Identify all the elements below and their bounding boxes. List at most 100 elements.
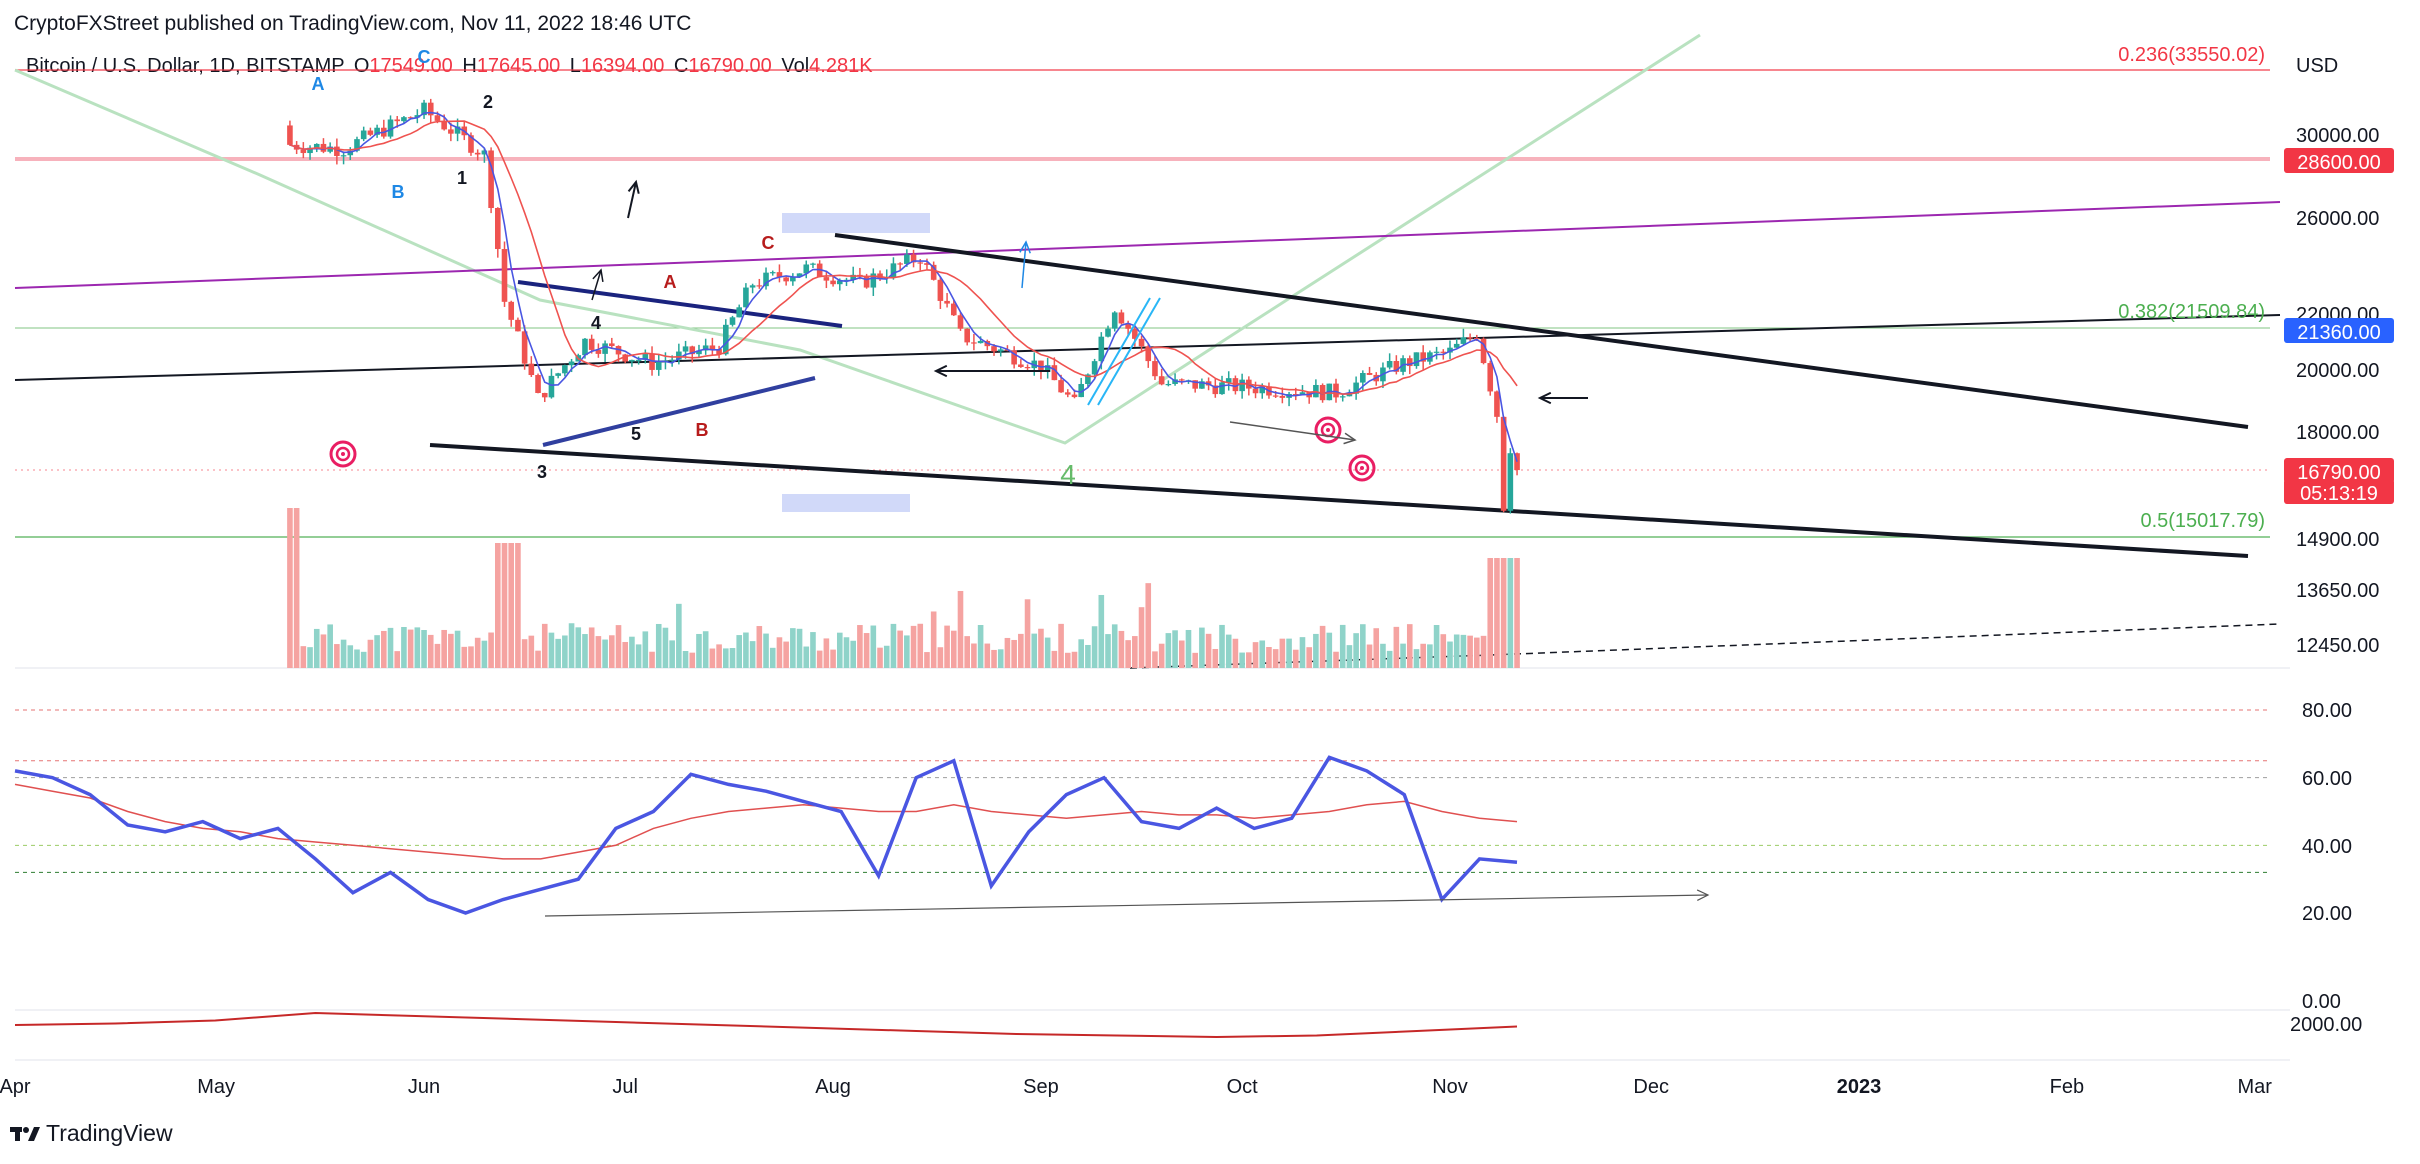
volume-bar xyxy=(1514,558,1520,668)
volume-bar xyxy=(1279,638,1286,668)
volume-bar xyxy=(1219,624,1225,668)
time-axis-tick: Apr xyxy=(0,1076,31,1098)
volume-bar xyxy=(1406,624,1413,668)
symbol-legend: Bitcoin / U.S. Dollar, 1D, BITSTAMP O175… xyxy=(26,55,873,78)
volume-bar xyxy=(736,635,743,668)
volume-bar xyxy=(1360,624,1366,668)
volume-bar xyxy=(910,625,917,668)
candle-body xyxy=(1219,382,1225,395)
wave-label: 4 xyxy=(591,313,601,333)
close-label: C xyxy=(673,55,689,77)
candle-body xyxy=(803,264,810,274)
candle-body xyxy=(582,338,588,356)
candle-body xyxy=(1360,373,1366,383)
candle-body xyxy=(327,146,333,152)
volume-bar xyxy=(1474,637,1480,668)
volume-bar xyxy=(1172,630,1178,668)
volume-bar xyxy=(1018,633,1024,668)
candle-body xyxy=(1071,394,1078,398)
volume-bar xyxy=(1440,634,1447,668)
candle-body xyxy=(481,150,488,155)
candle-body xyxy=(394,119,401,122)
candle-body xyxy=(568,361,575,366)
volume-bar xyxy=(1192,652,1198,668)
time-axis-tick: Aug xyxy=(815,1076,851,1098)
arrow-right-icon xyxy=(1343,432,1357,445)
volume-bar xyxy=(421,630,427,668)
volume-bar xyxy=(1232,638,1239,668)
volume-bar xyxy=(1259,640,1266,668)
indicator-axis-tick: 0.00 xyxy=(2302,991,2341,1013)
volume-bar xyxy=(803,646,810,668)
volume-bar xyxy=(1038,628,1044,668)
price-label-text: 16790.00 xyxy=(2297,462,2380,484)
volume-bar xyxy=(729,648,736,668)
candle-body xyxy=(1366,373,1373,375)
price-axis-tick: 20000.00 xyxy=(2296,360,2379,382)
channel-lower-line xyxy=(429,443,2249,558)
candle-body xyxy=(313,143,320,148)
candle-body xyxy=(515,319,521,332)
candle-body xyxy=(850,274,857,280)
volume-bar xyxy=(635,644,642,668)
volume-bar xyxy=(1433,625,1440,668)
volume-bar xyxy=(984,643,991,668)
volume-bar xyxy=(776,637,783,668)
volume-bar xyxy=(347,645,354,668)
volume-bar xyxy=(924,652,930,668)
candle-body xyxy=(521,331,528,364)
volume-bar xyxy=(528,635,535,668)
candle-body xyxy=(562,365,568,374)
candle-body xyxy=(555,373,561,376)
time-axis-tick: Jul xyxy=(612,1076,638,1098)
candle-body xyxy=(427,102,434,116)
volume-bar xyxy=(1380,643,1386,668)
candle-body xyxy=(1105,328,1111,337)
price-label-badge xyxy=(2284,479,2394,504)
candle-body xyxy=(823,277,830,281)
candle-body xyxy=(642,354,649,360)
candle-body xyxy=(595,349,602,354)
volume-bar xyxy=(327,624,333,668)
wave-label: A xyxy=(312,74,325,94)
candle-body xyxy=(1494,391,1500,417)
candle-body xyxy=(830,280,836,285)
price-label-text: 05:13:19 xyxy=(2300,483,2378,505)
volume-bar xyxy=(1145,583,1152,668)
volume-bar xyxy=(669,640,675,668)
wave-label: 1 xyxy=(457,168,467,188)
volume-bar xyxy=(1460,634,1467,668)
close-value: 16790.00 xyxy=(688,55,772,77)
candle-body xyxy=(441,120,447,130)
vol-value: 4.281K xyxy=(809,55,873,77)
symbol-name: Bitcoin / U.S. Dollar, 1D, BITSTAMP xyxy=(26,55,345,77)
green-diagonal-line xyxy=(14,33,1701,445)
volume-bar xyxy=(535,650,541,668)
candle-body xyxy=(1225,378,1232,383)
candle-body xyxy=(950,303,957,316)
volume-bar xyxy=(1205,633,1212,668)
volume-bar xyxy=(340,639,347,668)
candle-body xyxy=(588,338,595,350)
volume-bar xyxy=(495,543,501,668)
volume-bar xyxy=(716,644,722,668)
candle-body xyxy=(1064,392,1071,395)
volume-bar xyxy=(1199,627,1205,668)
volume-bar xyxy=(1400,643,1406,668)
volume-bar xyxy=(1333,651,1339,668)
volume-bar xyxy=(1507,558,1514,668)
candle-body xyxy=(722,324,729,355)
candle-body xyxy=(1406,358,1413,367)
candle-body xyxy=(608,343,615,347)
candle-body xyxy=(1118,312,1125,324)
candle-body xyxy=(1393,361,1400,372)
candle-body xyxy=(1085,374,1091,385)
volume-bar xyxy=(1319,625,1326,668)
candle-body xyxy=(749,285,756,288)
volume-bar xyxy=(1118,630,1125,668)
candle-body xyxy=(910,254,917,263)
vol-label: Vol xyxy=(781,55,810,77)
volume-bar xyxy=(1078,639,1084,668)
volume-bar xyxy=(836,632,843,668)
